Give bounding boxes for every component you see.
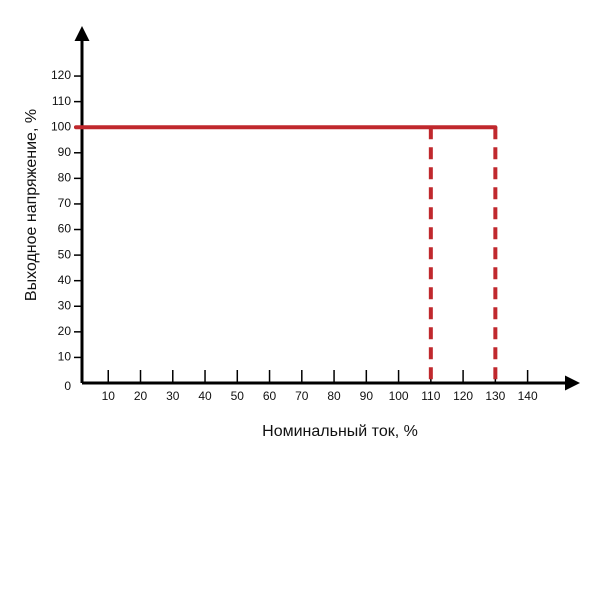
x-tick-label: 90 [360, 389, 374, 403]
x-tick-label: 140 [518, 389, 538, 403]
y-axis-title: Выходное напряжение, % [23, 109, 40, 301]
x-tick-label: 30 [166, 389, 180, 403]
y-tick-label: 10 [58, 350, 72, 364]
y-tick-label: 30 [58, 298, 72, 312]
y-tick-label: 20 [58, 324, 72, 338]
y-tick-label: 0 [64, 379, 71, 393]
x-tick-label: 50 [231, 389, 245, 403]
x-tick-label: 40 [198, 389, 212, 403]
y-tick-label: 110 [52, 94, 71, 108]
x-axis-title: Номинальный ток, % [262, 423, 418, 440]
x-tick-label: 130 [485, 389, 505, 403]
y-tick-label: 100 [51, 119, 71, 133]
y-tick-label: 80 [58, 171, 72, 185]
y-tick-label: 50 [58, 247, 72, 261]
y-tick-label: 60 [58, 222, 72, 236]
x-tick-label: 20 [134, 389, 148, 403]
x-tick-label: 100 [389, 389, 409, 403]
y-tick-label: 40 [58, 273, 72, 287]
x-tick-label: 10 [102, 389, 116, 403]
x-tick-label: 120 [453, 389, 473, 403]
x-tick-label: 110 [421, 389, 440, 403]
y-tick-label: 120 [51, 68, 71, 82]
x-tick-label: 70 [295, 389, 309, 403]
y-tick-label: 90 [58, 145, 72, 159]
y-tick-label: 70 [58, 196, 72, 210]
x-tick-label: 80 [327, 389, 341, 403]
x-tick-label: 60 [263, 389, 277, 403]
